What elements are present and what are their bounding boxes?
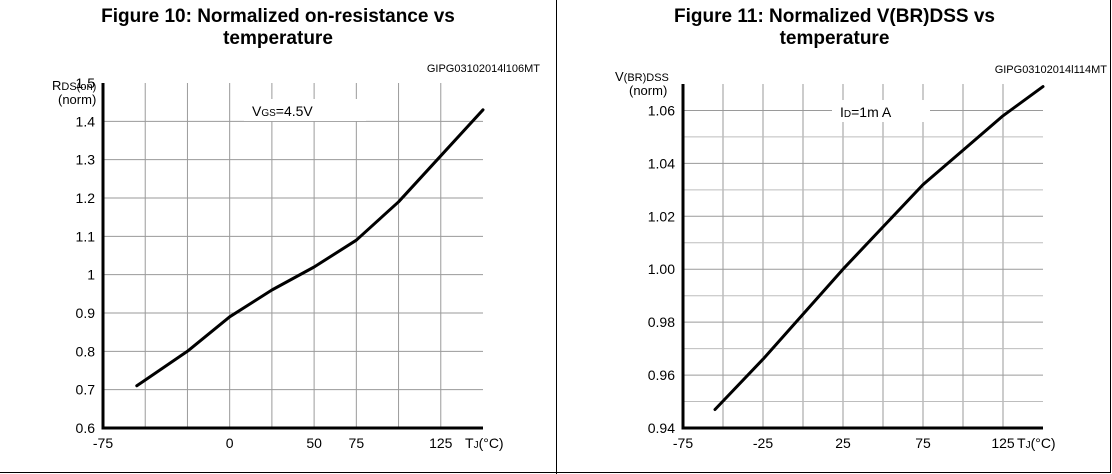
x-tick-label: -25 xyxy=(753,435,773,451)
figure-11-chart: ID=1m A 0.94 0.96 0.98 1.00 1.02 1.04 1.06 -75 -2… xyxy=(615,64,1108,451)
condition-annotation: VGS=4.5V xyxy=(252,103,313,119)
figure-11-title-line2: temperature xyxy=(779,28,890,49)
x-tick-label: 125 xyxy=(991,435,1015,451)
y-tick-label: 1.04 xyxy=(648,155,675,171)
y-tick-label: 0.7 xyxy=(76,382,96,398)
y-axis-unit: (norm) xyxy=(58,92,96,107)
y-tick-label: 1.2 xyxy=(76,190,96,206)
figure-11-panel: Figure 11: Normalized V(BR)DSS vs temper… xyxy=(557,0,1112,474)
x-tick-label: -75 xyxy=(93,435,113,451)
x-axis-label: TJ(°C) xyxy=(465,435,504,451)
y-tick-label: 0.98 xyxy=(648,314,675,330)
y-tick-label: 1.4 xyxy=(76,113,96,129)
x-tick-label: 75 xyxy=(915,435,931,451)
y-tick-label: 1.3 xyxy=(76,152,96,168)
figure-10-title-line1: Figure 10: Normalized on-resistance vs xyxy=(101,6,455,27)
figure-11-title: Figure 11: Normalized V(BR)DSS vs temper… xyxy=(557,6,1112,50)
figure-code: GIPG03102014l114MT xyxy=(995,64,1108,76)
y-axis-label: RDS(on) xyxy=(52,78,96,93)
y-tick-label: 0.96 xyxy=(648,367,675,383)
x-tick-label: 25 xyxy=(835,435,851,451)
x-axis-label: TJ(°C) xyxy=(1017,435,1056,451)
y-tick-label: 0.94 xyxy=(648,420,675,436)
y-tick-label: 1.06 xyxy=(648,102,675,118)
figure-10-panel: Figure 10: Normalized on-resistance vs t… xyxy=(0,6,556,451)
y-tick-label: 1 xyxy=(87,267,95,283)
panel-divider xyxy=(556,0,557,474)
y-tick-label: 1.5 xyxy=(76,75,96,91)
y-tick-label: 0.8 xyxy=(76,343,96,359)
figure-10-title: Figure 10: Normalized on-resistance vs t… xyxy=(0,6,556,50)
figure-code: GIPG03102014l106MT xyxy=(427,63,540,75)
x-tick-label: 125 xyxy=(429,435,453,451)
figure-11-title-line1: Figure 11: Normalized V(BR)DSS vs xyxy=(674,6,995,27)
y-axis-label: V(BR)DSS xyxy=(615,69,669,84)
x-tick-label: -75 xyxy=(673,435,693,451)
y-tick-label: 1.02 xyxy=(648,208,675,224)
series-line xyxy=(135,108,485,388)
y-tick-label: 1.00 xyxy=(648,261,675,277)
y-tick-label: 0.6 xyxy=(76,420,96,436)
y-tick-label: 0.9 xyxy=(76,305,96,321)
series-line xyxy=(713,85,1045,411)
condition-annotation: ID=1m A xyxy=(840,104,892,120)
figure-10-chart: VGS=4.5V 0.6 0.7 0.8 0.9 1 1.1 1.2 1.3 1.4 1.5 -75 0… xyxy=(52,63,540,451)
y-axis-unit: (norm) xyxy=(629,83,667,98)
annotation-background xyxy=(832,100,930,122)
x-tick-label: 75 xyxy=(349,435,365,451)
x-tick-label: 0 xyxy=(226,435,234,451)
x-tick-label: 50 xyxy=(306,435,322,451)
y-tick-label: 1.1 xyxy=(76,228,96,244)
figure-10-title-line2: temperature xyxy=(223,28,333,49)
annotation-background xyxy=(244,99,366,121)
